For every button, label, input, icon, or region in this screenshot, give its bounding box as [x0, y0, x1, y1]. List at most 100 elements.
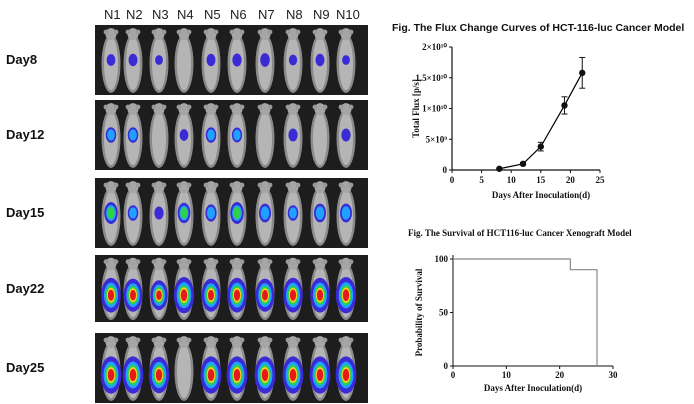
- mouse-2-image: [123, 28, 143, 93]
- mouse-10-image: [335, 336, 357, 401]
- mouse-2-image: [122, 336, 144, 401]
- survival-x-tick: 30: [609, 370, 619, 380]
- mouse-4-image: [174, 181, 194, 246]
- flux-data-point: [579, 56, 586, 89]
- flux-chart-title: Fig. The Flux Change Curves of HCT-116-l…: [392, 22, 685, 34]
- mouse-4-image: [173, 257, 195, 320]
- survival-chart: 0 10 20 30 0 50 100 Days After Inoculation(d) Pr…: [414, 254, 619, 393]
- mouse-7-image: [255, 257, 275, 320]
- mouse-10-image: [336, 28, 356, 93]
- mouse-6-image: [226, 336, 248, 401]
- mouse-8-image: [283, 28, 303, 93]
- mouse-9-image: [310, 28, 330, 93]
- flux-x-tick: 5: [479, 175, 484, 185]
- flux-data-point: [537, 141, 544, 152]
- imaging-panel-day15: [95, 178, 368, 248]
- mouse-1-image: [101, 103, 121, 168]
- mouse-7-image: [255, 103, 275, 168]
- mouse-label-n10: N10: [336, 7, 360, 22]
- mouse-8-image: [283, 257, 303, 320]
- mouse-9-image: [309, 336, 331, 401]
- survival-y-tick: 50: [439, 308, 449, 318]
- mouse-3-image: [148, 336, 170, 401]
- mouse-label-n5: N5: [204, 7, 221, 22]
- mouse-6-image: [227, 257, 247, 320]
- mouse-1-image: [101, 28, 121, 93]
- mouse-label-n4: N4: [177, 7, 194, 22]
- flux-x-axis-label: Days After Inoculation(d): [492, 190, 590, 200]
- mouse-5-image: [201, 103, 221, 168]
- flux-y-tick: 2×10¹⁰: [422, 42, 447, 52]
- flux-x-tick: 20: [566, 175, 576, 185]
- mouse-3-image: [149, 181, 169, 246]
- flux-x-tick: 25: [596, 175, 606, 185]
- flux-y-tick: 1×10¹⁰: [422, 104, 447, 114]
- mouse-3-image: [149, 257, 169, 320]
- flux-data-point: [519, 160, 527, 168]
- mouse-1-image: [100, 336, 122, 401]
- mouse-label-n8: N8: [286, 7, 303, 22]
- flux-y-tick: 1.5×10¹⁰: [415, 73, 447, 83]
- imaging-panel-day12: [95, 100, 368, 170]
- mouse-10-image: [335, 257, 357, 320]
- mouse-10-image: [336, 181, 356, 246]
- mouse-7-image: [254, 336, 276, 401]
- mouse-5-image: [200, 336, 222, 401]
- survival-series-line: [453, 258, 598, 366]
- flux-x-tick: 10: [507, 175, 517, 185]
- mouse-8-image: [283, 181, 303, 246]
- mouse-2-image: [123, 257, 143, 320]
- mouse-2-image: [123, 181, 143, 246]
- day-label-day8: Day8: [6, 52, 38, 67]
- day-label-day22: Day22: [6, 280, 45, 296]
- survival-chart-title: Fig. The Survival of HCT116-luc Cancer X…: [408, 228, 632, 238]
- mouse-3-image: [149, 28, 169, 93]
- day-label-day25: Day25: [6, 360, 45, 375]
- imaging-panel-day25: [95, 333, 368, 403]
- mouse-5-image: [201, 257, 221, 320]
- mouse-9-image: [310, 257, 330, 320]
- flux-data-point: [561, 96, 568, 115]
- mouse-label-n6: N6: [230, 7, 247, 22]
- mouse-7-image: [255, 181, 275, 246]
- mouse-5-image: [201, 181, 221, 246]
- flux-y-tick: 0: [443, 165, 448, 175]
- mouse-4-image: [174, 336, 194, 401]
- survival-y-tick: 100: [435, 254, 449, 264]
- mouse-4-image: [174, 28, 194, 93]
- flux-y-tick: 5×10⁹: [426, 134, 448, 144]
- mouse-4-image: [174, 103, 194, 168]
- mouse-9-image: [310, 181, 330, 246]
- mouse-label-n7: N7: [258, 7, 275, 22]
- survival-y-axis-label: Probability of Survival: [414, 268, 424, 356]
- mouse-10-image: [336, 103, 356, 168]
- mouse-label-n1: N1: [104, 7, 121, 22]
- mouse-6-image: [227, 103, 247, 168]
- mouse-6-image: [227, 181, 247, 246]
- mouse-5-image: [201, 28, 221, 93]
- flux-chart: 0 5 10 15 20 25 0 5×10⁹ 1×10¹⁰ 1.5×10¹⁰ 2×10¹⁰ Days…: [411, 42, 606, 200]
- day-label-day15: Day15: [6, 205, 45, 220]
- flux-series-line: [499, 72, 583, 170]
- flux-x-tick: 0: [450, 175, 455, 185]
- mouse-8-image: [283, 103, 303, 168]
- survival-x-axis-label: Days After Inoculation(d): [484, 383, 582, 393]
- mouse-3-image: [149, 103, 169, 168]
- survival-x-tick: 10: [502, 370, 512, 380]
- mouse-6-image: [227, 28, 247, 93]
- imaging-panel-day22: [95, 255, 368, 322]
- mouse-label-n3: N3: [152, 7, 169, 22]
- mouse-label-n2: N2: [126, 7, 143, 22]
- mouse-label-n9: N9: [313, 7, 330, 22]
- survival-x-tick: 0: [451, 370, 456, 380]
- mouse-1-image: [101, 257, 121, 320]
- flux-data-point: [496, 165, 503, 172]
- imaging-panel-day8: [95, 25, 368, 95]
- survival-y-tick: 0: [444, 361, 449, 371]
- survival-x-tick: 20: [555, 370, 565, 380]
- mouse-9-image: [310, 103, 330, 168]
- flux-y-axis-label: Total Flux [p/s]: [411, 79, 421, 138]
- mouse-8-image: [282, 336, 304, 401]
- mouse-7-image: [255, 28, 275, 93]
- day-label-day12: Day12: [6, 127, 45, 142]
